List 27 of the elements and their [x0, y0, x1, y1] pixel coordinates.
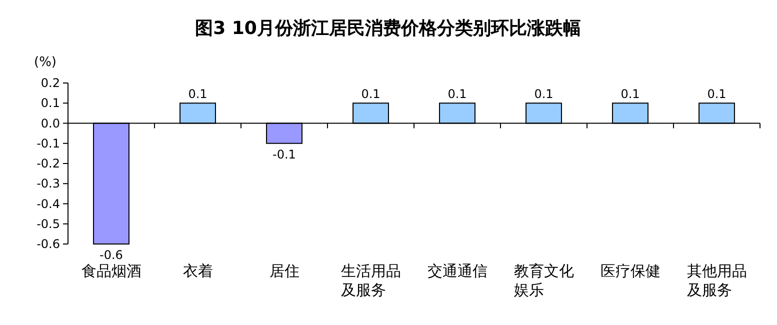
chart-title: 图3 10月份浙江居民消费价格分类别环比涨跌幅	[195, 18, 581, 39]
y-tick-label: 0.1	[40, 96, 60, 110]
data-label: 0.1	[707, 87, 726, 102]
x-tick-label: 医疗保健	[600, 262, 660, 280]
data-label: 0.1	[620, 87, 640, 102]
x-tick-label: 居住	[269, 262, 300, 280]
y-tick-label: 0.0	[40, 116, 60, 130]
y-tick-label: -0.3	[36, 176, 60, 191]
y-tick-label: -0.6	[36, 237, 60, 251]
x-tick-label: 其他用品及服务	[686, 262, 747, 299]
y-tick-label: -0.5	[36, 216, 60, 231]
x-tick-label: 衣着	[182, 262, 213, 280]
data-label: 0.1	[534, 87, 554, 102]
y-axis-title: (%)	[34, 55, 56, 70]
x-tick-label: 教育文化娱乐	[514, 262, 574, 299]
x-tick-label: 交通通信	[427, 262, 488, 280]
x-tick-label: 食品烟酒	[81, 262, 142, 280]
y-tick-label: 0.2	[40, 76, 60, 90]
y-tick-label: -0.2	[36, 156, 60, 170]
data-label: 0.1	[448, 87, 467, 102]
data-label: 0.1	[361, 87, 380, 102]
data-label: -0.1	[272, 147, 296, 162]
y-tick-label: -0.4	[36, 196, 60, 211]
x-tick-label: 生活用品及服务	[340, 262, 401, 299]
y-tick-label: -0.1	[36, 136, 60, 150]
data-label: 0.1	[188, 87, 208, 102]
data-label: -0.6	[100, 248, 123, 262]
